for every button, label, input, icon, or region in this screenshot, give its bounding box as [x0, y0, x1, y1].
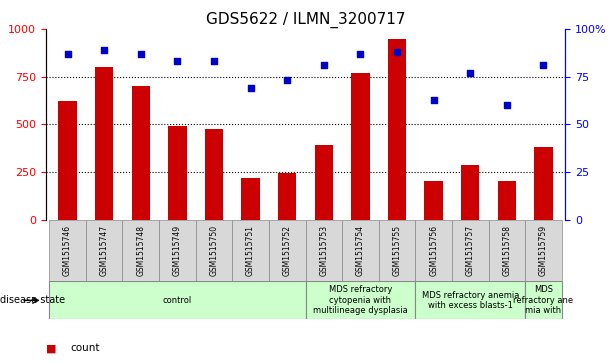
Text: GSM1515758: GSM1515758 — [502, 225, 511, 276]
Point — [539, 62, 548, 68]
Text: GSM1515759: GSM1515759 — [539, 225, 548, 276]
Point — [319, 62, 329, 68]
Bar — [351, 73, 370, 220]
Bar — [278, 173, 296, 220]
Title: GDS5622 / ILMN_3200717: GDS5622 / ILMN_3200717 — [206, 12, 406, 28]
Bar — [131, 86, 150, 220]
Bar — [49, 281, 306, 319]
Bar — [159, 220, 196, 281]
Point — [136, 51, 146, 57]
Bar — [306, 220, 342, 281]
Bar — [269, 220, 305, 281]
Bar — [415, 281, 525, 319]
Bar — [306, 281, 415, 319]
Bar — [58, 101, 77, 220]
Bar — [489, 220, 525, 281]
Bar — [86, 220, 122, 281]
Bar — [525, 281, 562, 319]
Text: GSM1515751: GSM1515751 — [246, 225, 255, 276]
Bar — [388, 38, 406, 220]
Text: GSM1515752: GSM1515752 — [283, 225, 292, 276]
Text: GSM1515746: GSM1515746 — [63, 225, 72, 276]
Text: GSM1515757: GSM1515757 — [466, 225, 475, 276]
Text: GSM1515748: GSM1515748 — [136, 225, 145, 276]
Text: MDS refractory
cytopenia with
multilineage dysplasia: MDS refractory cytopenia with multilinea… — [313, 285, 408, 315]
Text: GSM1515747: GSM1515747 — [100, 225, 109, 276]
Bar — [95, 67, 113, 220]
Text: MDS
refractory ane
mia with: MDS refractory ane mia with — [513, 285, 573, 315]
Point — [209, 58, 219, 64]
Text: GSM1515750: GSM1515750 — [210, 225, 218, 276]
Bar — [525, 220, 562, 281]
Point — [282, 78, 292, 83]
Text: GSM1515756: GSM1515756 — [429, 225, 438, 276]
Bar — [424, 182, 443, 220]
Bar — [205, 129, 223, 220]
Point — [429, 97, 438, 102]
Text: GSM1515753: GSM1515753 — [319, 225, 328, 276]
Point — [246, 85, 255, 91]
Text: GSM1515749: GSM1515749 — [173, 225, 182, 276]
Bar — [461, 165, 480, 220]
Bar — [452, 220, 489, 281]
Bar — [232, 220, 269, 281]
Bar — [342, 220, 379, 281]
Text: GSM1515754: GSM1515754 — [356, 225, 365, 276]
Bar — [415, 220, 452, 281]
Point — [392, 49, 402, 55]
Bar — [534, 147, 553, 220]
Text: ■: ■ — [46, 343, 56, 354]
Bar — [498, 182, 516, 220]
Bar — [49, 220, 86, 281]
Bar — [196, 220, 232, 281]
Point — [465, 70, 475, 76]
Text: count: count — [70, 343, 100, 354]
Point — [63, 51, 72, 57]
Point — [356, 51, 365, 57]
Point — [173, 58, 182, 64]
Point — [99, 47, 109, 53]
Text: disease state: disease state — [0, 295, 65, 305]
Bar — [315, 145, 333, 220]
Bar — [168, 126, 187, 220]
Text: GSM1515755: GSM1515755 — [393, 225, 401, 276]
Point — [502, 102, 512, 108]
Text: MDS refractory anemia
with excess blasts-1: MDS refractory anemia with excess blasts… — [421, 291, 519, 310]
Bar — [379, 220, 415, 281]
Bar — [122, 220, 159, 281]
Bar — [241, 178, 260, 220]
Text: control: control — [163, 296, 192, 305]
